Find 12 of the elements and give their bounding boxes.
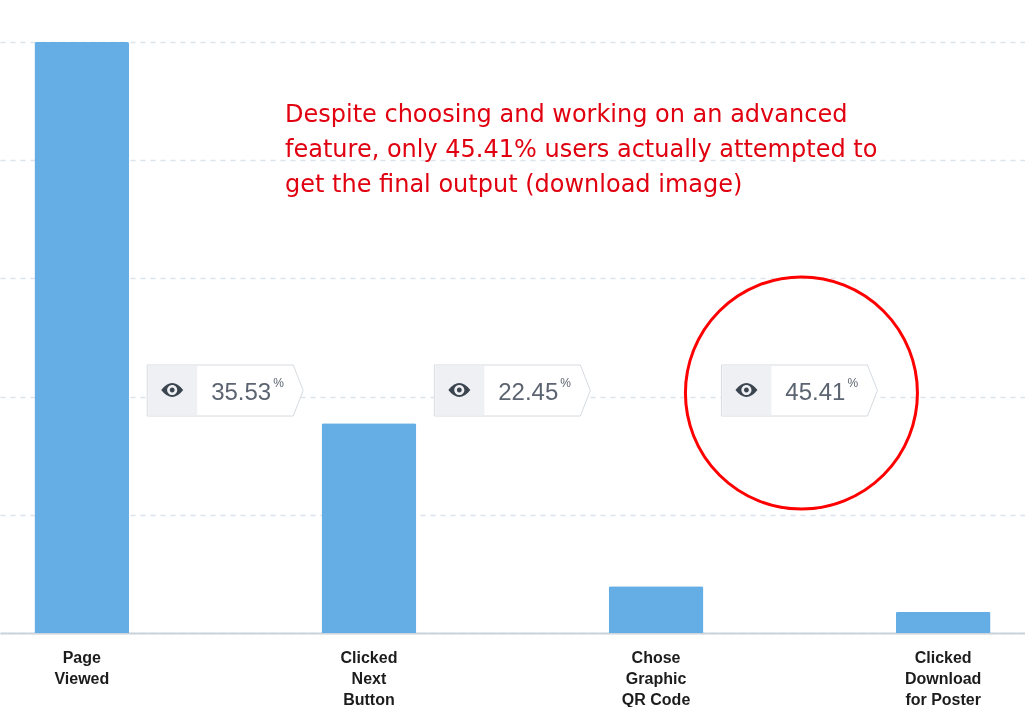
- bar: [321, 423, 417, 633]
- annotation: 35.53%: [211, 376, 285, 405]
- annotation: Despite choosing and working on an advanced feature, only 45.41% users actually attempted to get the final output (download image): [285, 100, 878, 198]
- x-tick-label: Page Viewed: [54, 648, 110, 687]
- bar: [608, 586, 704, 633]
- x-tick-label: Chose Graphic QR Code: [621, 648, 691, 708]
- bar: [895, 611, 991, 633]
- x-tick-label: Clicked Next Button: [340, 648, 398, 708]
- annotation: 22.45%: [498, 376, 572, 405]
- bar: [34, 42, 130, 633]
- annotation: 45.41%: [785, 376, 859, 405]
- x-tick-label: Clicked Download for Poster: [904, 648, 982, 708]
